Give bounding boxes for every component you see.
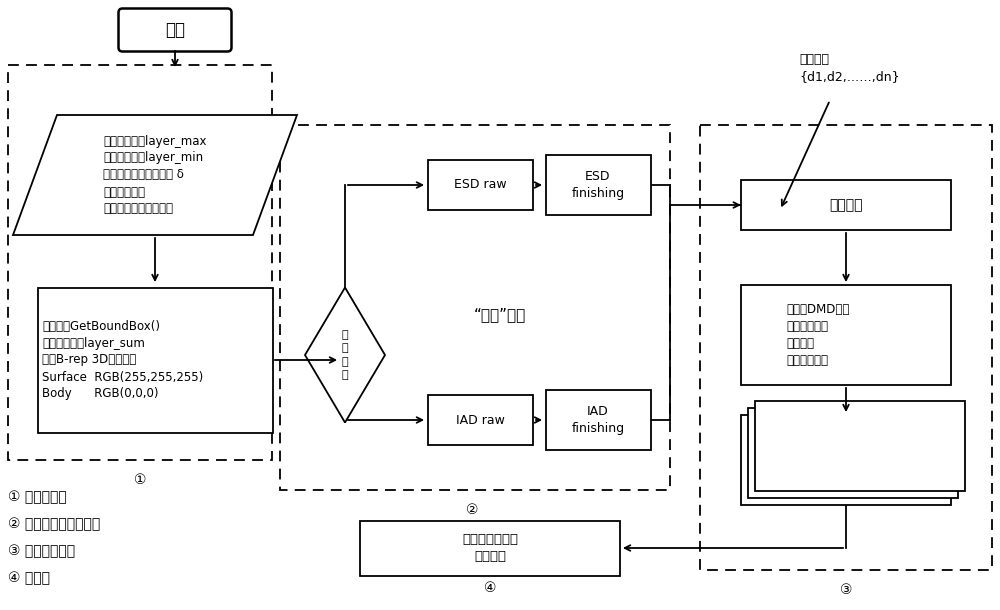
- Bar: [280, 125, 670, 490]
- Text: ② 厅度自适应处理阶段: ② 厅度自适应处理阶段: [8, 517, 100, 531]
- Bar: [700, 125, 992, 570]
- Bar: [741, 180, 951, 230]
- Text: IAD
finishing: IAD finishing: [571, 405, 625, 435]
- Text: ① 预处理阶段: ① 预处理阶段: [8, 490, 67, 504]
- Text: 开始: 开始: [165, 21, 185, 39]
- Text: ①: ①: [134, 473, 146, 487]
- Bar: [546, 155, 650, 215]
- Text: δ: δ: [552, 396, 560, 410]
- Text: “两步”机制: “两步”机制: [474, 307, 526, 323]
- Text: IAD raw: IAD raw: [456, 414, 504, 426]
- Bar: [755, 401, 965, 491]
- Polygon shape: [305, 287, 385, 423]
- Bar: [741, 285, 951, 385]
- Text: 匹配：DMD型号
投影透镜倍率
干涉检查
生产位图数据: 匹配：DMD型号 投影透镜倍率 干涉检查 生产位图数据: [786, 303, 850, 367]
- Text: ③ 直接切片处理: ③ 直接切片处理: [8, 544, 75, 558]
- Text: ④ 后处理: ④ 后处理: [8, 571, 50, 585]
- Bar: [360, 520, 620, 575]
- Text: 用
户
决
定: 用 户 决 定: [342, 330, 348, 380]
- Text: ②: ②: [466, 503, 478, 517]
- Text: ④: ④: [484, 581, 496, 595]
- Bar: [748, 408, 958, 498]
- Polygon shape: [13, 115, 297, 235]
- Text: 保存数据: 保存数据: [830, 445, 862, 459]
- Text: 直接切片: 直接切片: [829, 198, 863, 212]
- Bar: [8, 65, 272, 460]
- Text: δ: δ: [552, 161, 560, 175]
- Text: 层厅序列
{d1,d2,……,dn}: 层厅序列 {d1,d2,……,dn}: [800, 53, 900, 83]
- Bar: [38, 287, 272, 432]
- Text: 包容盒：GetBoundBox()
计算切片数：layer_sum
设置B-rep 3D模型颜色
Surface  RGB(255,255,255)
Body : 包容盒：GetBoundBox() 计算切片数：layer_sum 设置B-re…: [42, 320, 204, 401]
- Text: 抖动成单色位图
反色处理: 抖动成单色位图 反色处理: [462, 533, 518, 563]
- Bar: [741, 415, 951, 505]
- Text: 24真彩位图: 24真彩位图: [821, 467, 871, 481]
- FancyBboxPatch shape: [119, 9, 232, 51]
- Text: ③: ③: [840, 583, 852, 597]
- Bar: [428, 395, 532, 445]
- Bar: [428, 160, 532, 210]
- Text: ESD raw: ESD raw: [454, 179, 506, 192]
- Bar: [546, 390, 650, 450]
- Text: ESD
finishing: ESD finishing: [571, 170, 625, 200]
- Text: 最大允许层厅layer_max
最下允许层厅layer_min
输入：自适应厅度误差 δ
数据保存路径
位图切片数据保存路径: 最大允许层厅layer_max 最下允许层厅layer_min 输入：自适应厅度…: [103, 134, 207, 215]
